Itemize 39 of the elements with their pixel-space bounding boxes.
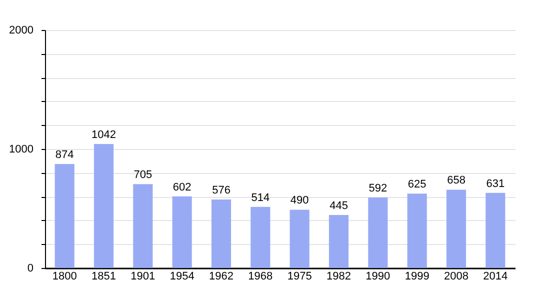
x-tick-label: 1800 xyxy=(52,270,77,282)
data-label: 625 xyxy=(408,178,426,191)
bar xyxy=(290,210,310,268)
data-label: 631 xyxy=(486,178,505,190)
x-tick-label: 1851 xyxy=(92,270,116,282)
bar xyxy=(407,194,427,268)
data-label: 874 xyxy=(55,148,74,161)
data-label: 445 xyxy=(330,200,348,212)
x-tick-label: 1901 xyxy=(130,270,156,282)
bar xyxy=(250,206,270,268)
x-tick-label: 2014 xyxy=(483,270,508,282)
data-label: 602 xyxy=(172,181,192,194)
bar xyxy=(211,199,232,268)
data-label: 576 xyxy=(212,184,230,196)
data-label: 658 xyxy=(447,174,466,187)
x-tick-label: 1975 xyxy=(287,270,312,282)
data-label: 705 xyxy=(134,169,152,182)
bar xyxy=(446,190,466,268)
bar xyxy=(328,215,349,268)
x-tick-label: 1999 xyxy=(404,270,430,282)
x-tick-label: 1990 xyxy=(366,270,390,282)
bar xyxy=(133,184,153,268)
y-tick-label: 2000 xyxy=(9,24,34,36)
x-tick-label: 1982 xyxy=(326,270,351,282)
bar xyxy=(94,144,114,268)
x-tick-label: 1968 xyxy=(248,270,273,282)
y-tick-label: 1000 xyxy=(9,144,34,156)
bar xyxy=(368,198,388,268)
data-label: 592 xyxy=(368,182,388,195)
y-tick-label: 0 xyxy=(27,262,34,274)
bar xyxy=(486,192,506,268)
data-label: 1042 xyxy=(92,129,116,141)
data-label: 514 xyxy=(251,192,270,204)
bar xyxy=(172,196,192,268)
x-tick-label: 1954 xyxy=(170,270,194,282)
x-tick-label: 1962 xyxy=(209,270,234,282)
data-label: 490 xyxy=(290,194,309,207)
x-tick-label: 2008 xyxy=(444,270,468,282)
bar xyxy=(54,164,74,268)
